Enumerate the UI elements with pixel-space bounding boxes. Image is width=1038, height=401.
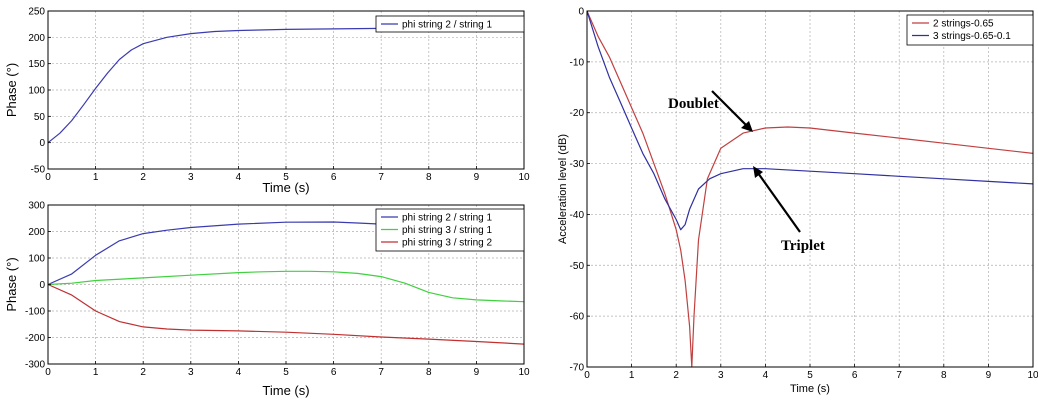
x-axis-label: Time (s): [262, 383, 309, 398]
x-tick-label: 6: [331, 172, 337, 183]
x-tick-label: 2: [140, 172, 146, 183]
x-tick-label: 4: [763, 370, 769, 381]
y-tick-label: 250: [28, 7, 45, 18]
x-tick-label: 7: [896, 370, 902, 381]
y-tick-label: 0: [39, 138, 45, 149]
legend-label: phi string 2 / string 1: [402, 213, 492, 224]
x-tick-label: 3: [188, 367, 194, 378]
x-tick-label: 2: [140, 367, 146, 378]
annotation-triplet: Triplet: [781, 238, 825, 254]
series-line: [47, 283, 525, 345]
y-axis-label: Phase (°): [4, 63, 19, 117]
legend-label: phi string 2 / string 1: [402, 20, 492, 31]
y-tick-label: 0: [578, 7, 584, 18]
y-axis-label: Acceleration level (dB): [557, 134, 569, 244]
x-tick-label: 3: [188, 172, 194, 183]
y-tick-label: 200: [28, 227, 45, 238]
x-tick-label: 8: [426, 172, 432, 183]
series-line: [586, 10, 1034, 231]
legend-box: [906, 14, 1034, 46]
x-tick-label: 5: [283, 367, 289, 378]
x-tick-label: 10: [1027, 370, 1038, 381]
x-tick-label: 0: [45, 172, 51, 183]
x-tick-label: 6: [852, 370, 858, 381]
x-tick-label: 8: [941, 370, 947, 381]
y-tick-label: -300: [25, 360, 45, 371]
annotation-doublet: Doublet: [668, 96, 719, 112]
y-tick-label: -50: [570, 261, 585, 272]
x-tick-label: 0: [45, 367, 51, 378]
y-tick-label: 100: [28, 254, 45, 265]
x-axis-label: Time (s): [790, 383, 830, 395]
legend-label: phi string 3 / string 1: [402, 225, 492, 236]
x-tick-label: 0: [584, 370, 590, 381]
y-tick-label: -100: [25, 307, 45, 318]
x-tick-label: 8: [426, 367, 432, 378]
y-tick-label: -40: [570, 210, 585, 221]
y-tick-label: -20: [570, 108, 585, 119]
x-tick-label: 5: [283, 172, 289, 183]
x-axis-label: Time (s): [262, 180, 309, 195]
x-tick-label: 3: [718, 370, 724, 381]
bottom-left-chart: 0 1 2 3 4 5 6 7 8 9 10 -300 -200 -100 0 100 200 300 Time (…: [4, 201, 530, 399]
y-tick-label: -10: [570, 57, 585, 68]
arrow-triplet-head: [753, 166, 763, 178]
y-tick-label: -50: [31, 165, 46, 176]
y-tick-label: 50: [34, 112, 46, 123]
x-tick-label: 7: [378, 367, 384, 378]
y-tick-label: -30: [570, 159, 585, 170]
y-tick-label: -70: [570, 363, 585, 374]
y-tick-label: 200: [28, 33, 45, 44]
legend-label: phi string 3 / string 2: [402, 238, 492, 249]
y-tick-label: 100: [28, 86, 45, 97]
x-tick-label: 1: [93, 172, 99, 183]
y-tick-label: 300: [28, 201, 45, 212]
y-tick-label: 0: [39, 280, 45, 291]
series-line: [47, 270, 525, 303]
x-tick-label: 6: [331, 367, 337, 378]
legend-label: 2 strings-0.65: [933, 19, 994, 30]
series-line: [586, 10, 1034, 368]
y-tick-label: 150: [28, 59, 45, 70]
legend-box: [375, 208, 525, 252]
arrow-doublet-shaft: [711, 90, 749, 128]
x-tick-label: 10: [518, 367, 530, 378]
arrow-triplet-shaft: [757, 172, 801, 233]
arrow-doublet-head: [741, 121, 753, 132]
x-tick-label: 1: [93, 367, 99, 378]
y-axis-label: Phase (°): [4, 257, 19, 311]
x-tick-label: 4: [236, 172, 242, 183]
legend-label: 3 strings-0.65-0.1: [933, 31, 1011, 42]
x-tick-label: 1: [629, 370, 635, 381]
x-tick-label: 9: [986, 370, 992, 381]
right-chart: 0 1 2 3 4 5 6 7 8 9 10 -70 -60 -50 -40 -30 -20 -10 0 Time (…: [557, 7, 1038, 396]
x-tick-label: 9: [474, 367, 480, 378]
x-tick-label: 10: [518, 172, 530, 183]
x-tick-label: 5: [807, 370, 813, 381]
x-tick-label: 2: [673, 370, 679, 381]
y-tick-label: -60: [570, 312, 585, 323]
legend-box: [375, 15, 525, 33]
x-tick-label: 4: [236, 367, 242, 378]
y-tick-label: -200: [25, 333, 45, 344]
x-tick-label: 7: [378, 172, 384, 183]
x-tick-label: 9: [474, 172, 480, 183]
